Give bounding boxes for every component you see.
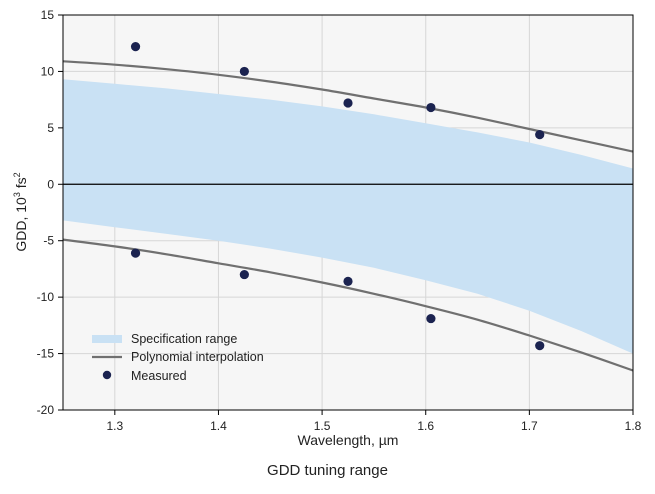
legend-item-polynomial-interpolation: Polynomial interpolation <box>131 350 264 364</box>
measured-point <box>343 98 353 108</box>
y-tick-label: -20 <box>37 403 55 417</box>
specification-range-band <box>63 79 633 354</box>
measured-point <box>535 341 545 351</box>
interpolation-line-upper <box>63 60 633 153</box>
x-tick-label: 1.7 <box>521 419 538 433</box>
legend-item-specification-range: Specification range <box>131 332 237 346</box>
plot-frame <box>62 14 634 411</box>
measured-point <box>130 42 141 52</box>
y-tick-label: -15 <box>37 347 55 361</box>
x-tick-label: 1.8 <box>625 419 642 433</box>
y-tick-label: 15 <box>41 8 55 22</box>
x-tick-label: 1.5 <box>314 419 331 433</box>
measured-point <box>426 313 436 324</box>
y-axis-label: GDD, 103 fs2 <box>12 172 29 251</box>
y-tick-label: -10 <box>37 290 55 304</box>
legend-item-measured: Measured <box>131 369 187 383</box>
measured-point <box>426 102 436 113</box>
measured-point <box>130 248 141 258</box>
measured-point <box>343 276 353 286</box>
y-tick-label: 0 <box>47 177 54 191</box>
x-axis-label: Wavelength, µm <box>298 432 399 448</box>
chart-caption: GDD tuning range <box>267 462 388 479</box>
x-tick-label: 1.3 <box>106 419 123 433</box>
legend: Specification range Polynomial interpola… <box>92 332 264 383</box>
x-tick-label: 1.4 <box>210 419 227 433</box>
legend-marker-swatch <box>102 370 112 380</box>
measured-point <box>535 130 545 140</box>
y-tick-label: 5 <box>47 121 54 135</box>
y-tick-label: 10 <box>41 64 55 78</box>
legend-band-swatch <box>92 335 122 343</box>
x-tick-label: 1.6 <box>417 419 434 433</box>
measured-point <box>239 269 249 280</box>
y-tick-label: -5 <box>43 234 54 248</box>
interpolation-line-lower <box>63 238 633 372</box>
measured-point <box>239 66 249 77</box>
